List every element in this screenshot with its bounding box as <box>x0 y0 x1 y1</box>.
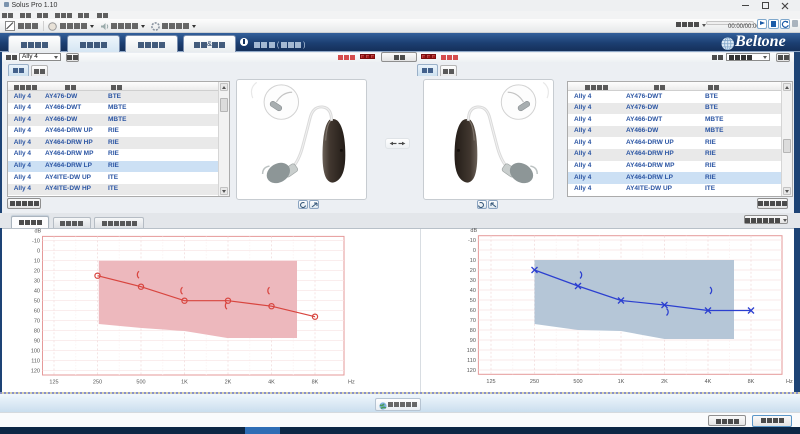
svg-text:20: 20 <box>470 268 476 274</box>
svg-text:30: 30 <box>34 279 40 285</box>
svg-text:120: 120 <box>467 368 476 374</box>
svg-text:1K: 1K <box>181 380 188 386</box>
svg-text:50: 50 <box>34 299 40 305</box>
svg-text:100: 100 <box>467 348 476 354</box>
svg-text:8K: 8K <box>748 379 755 385</box>
svg-text:70: 70 <box>470 318 476 324</box>
svg-text:60: 60 <box>34 309 40 315</box>
svg-text:50: 50 <box>470 298 476 304</box>
svg-text:60: 60 <box>470 308 476 314</box>
svg-text:40: 40 <box>470 288 476 294</box>
svg-text:4K: 4K <box>268 380 275 386</box>
svg-text:70: 70 <box>34 319 40 325</box>
svg-text:125: 125 <box>486 379 495 385</box>
svg-text:10: 10 <box>34 259 40 265</box>
svg-text:80: 80 <box>34 329 40 335</box>
svg-text:dB: dB <box>470 228 477 234</box>
svg-text:500: 500 <box>573 379 582 385</box>
svg-text:-10: -10 <box>32 239 40 245</box>
svg-text:110: 110 <box>31 359 40 365</box>
svg-text:20: 20 <box>34 269 40 275</box>
svg-text:4K: 4K <box>705 379 712 385</box>
svg-text:90: 90 <box>34 339 40 345</box>
svg-text:30: 30 <box>470 278 476 284</box>
svg-text:Hz: Hz <box>786 379 793 385</box>
svg-text:250: 250 <box>530 379 539 385</box>
svg-text:120: 120 <box>31 369 40 375</box>
svg-text:2K: 2K <box>225 380 232 386</box>
svg-text:Hz: Hz <box>348 380 355 386</box>
svg-text:0: 0 <box>473 248 476 254</box>
svg-text:80: 80 <box>470 328 476 334</box>
svg-text:125: 125 <box>49 380 58 386</box>
svg-text:dB: dB <box>35 229 42 235</box>
svg-text:90: 90 <box>470 338 476 344</box>
svg-text:8K: 8K <box>312 380 319 386</box>
svg-text:110: 110 <box>467 358 476 364</box>
svg-text:1K: 1K <box>618 379 625 385</box>
svg-text:40: 40 <box>34 289 40 295</box>
svg-text:500: 500 <box>136 380 145 386</box>
svg-text:2K: 2K <box>661 379 668 385</box>
svg-text:250: 250 <box>93 380 102 386</box>
svg-text:10: 10 <box>470 258 476 264</box>
svg-text:100: 100 <box>31 349 40 355</box>
svg-text:0: 0 <box>37 249 40 255</box>
svg-text:-10: -10 <box>468 238 476 244</box>
